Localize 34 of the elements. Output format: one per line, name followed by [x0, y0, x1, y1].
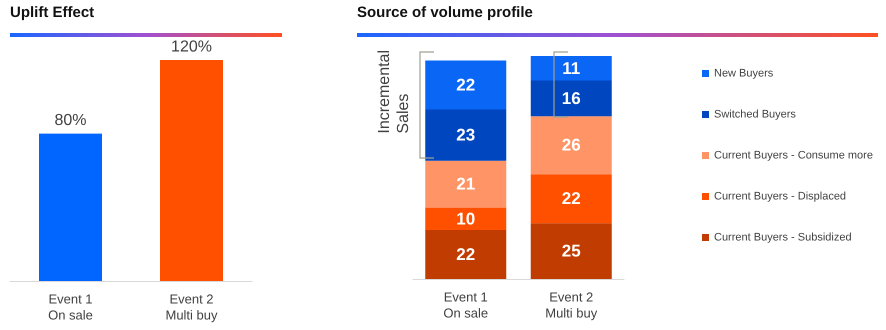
- bar: [530, 80, 612, 116]
- data-label: 23: [456, 126, 476, 145]
- bar: [530, 174, 612, 224]
- data-label: 22: [456, 244, 476, 264]
- bar: [425, 208, 506, 230]
- chart-title: Uplift Effect: [10, 4, 94, 21]
- x-tick-label: Event 2 Multi buy: [545, 290, 598, 320]
- data-label: 80%: [54, 112, 87, 130]
- text: Incremental Sales: [376, 50, 412, 134]
- data-label: 25: [562, 242, 581, 261]
- x-tick-label: Event 1 On sale: [443, 290, 488, 320]
- data-label: 120%: [171, 38, 212, 56]
- bar: [425, 60, 506, 110]
- bar: [530, 116, 612, 174]
- legend-label: Switched Buyers: [714, 108, 796, 120]
- bar: [530, 223, 612, 279]
- legend-label: Current Buyers - Consume more: [714, 150, 873, 162]
- data-label: 22: [456, 75, 476, 94]
- data-label: 26: [562, 136, 581, 155]
- legend-label: Current Buyers - Displaced: [714, 190, 846, 202]
- data-label: 16: [562, 88, 581, 108]
- x-tick-label: Event 1 On sale: [48, 292, 93, 322]
- chart-title: Source of volume profile: [357, 4, 533, 21]
- data-label: 21: [456, 174, 476, 194]
- data-label: 11: [562, 58, 580, 78]
- bar: [425, 110, 506, 161]
- x-tick-label: Event 2 Multi buy: [165, 292, 218, 322]
- legend-label: Current Buyers - Subsidized: [714, 232, 852, 244]
- legend-label: New Buyers: [714, 68, 774, 80]
- bar: [530, 56, 612, 81]
- data-label: 10: [456, 209, 476, 228]
- bar: [425, 160, 506, 208]
- data-label: 22: [562, 189, 581, 208]
- bar: [425, 230, 506, 279]
